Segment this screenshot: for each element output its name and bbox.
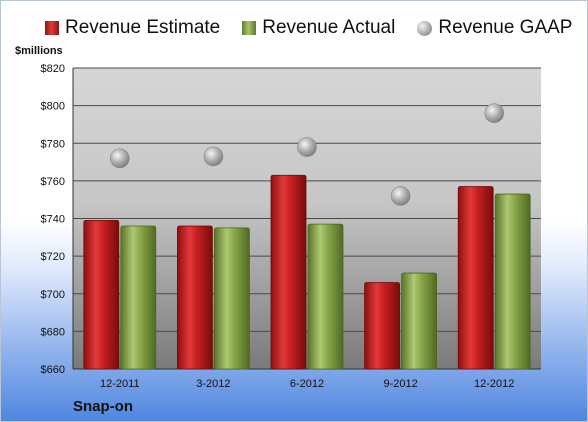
company-name: Snap-on (73, 398, 133, 415)
bar-revenue-actual (120, 225, 157, 370)
y-tick-label: $780 (41, 138, 65, 150)
legend-label-estimate: Revenue Estimate (65, 17, 221, 38)
legend-item-estimate: Revenue Estimate (45, 17, 220, 39)
y-axis-unit-label: $millions (15, 45, 63, 57)
x-tick-label: 9-2012 (383, 378, 417, 390)
y-tick-label: $720 (41, 251, 65, 263)
y-tick-label: $680 (41, 326, 65, 338)
x-tick-label: 12-2012 (474, 378, 514, 390)
bar-revenue-estimate (270, 174, 307, 370)
x-tick-label: 6-2012 (290, 378, 324, 390)
y-tick-label: $820 (41, 63, 65, 75)
y-tick-label: $760 (41, 176, 65, 188)
bar-revenue-estimate (457, 186, 494, 370)
legend-swatch-estimate (45, 21, 59, 35)
legend: Revenue Estimate Revenue Actual Revenue … (45, 17, 588, 39)
y-tick-label: $660 (41, 364, 65, 376)
bar-revenue-actual (307, 223, 344, 370)
bar-revenue-actual (213, 227, 250, 370)
y-tick-label: $800 (41, 101, 65, 113)
bar-revenue-estimate (83, 219, 120, 370)
legend-item-actual: Revenue Actual (242, 17, 395, 39)
point-revenue-gaap (110, 148, 130, 169)
legend-swatch-gaap (417, 20, 433, 36)
point-revenue-gaap (203, 146, 224, 167)
bar-revenue-actual (401, 272, 438, 370)
legend-swatch-actual (242, 21, 257, 35)
point-revenue-gaap (484, 103, 505, 123)
point-revenue-gaap (297, 137, 317, 157)
bar-revenue-estimate (364, 282, 401, 370)
legend-label-actual: Revenue Actual (262, 17, 396, 38)
legend-item-gaap: Revenue GAAP (417, 17, 572, 39)
y-tick-label: $700 (41, 289, 65, 301)
x-tick-label: 12-2011 (100, 378, 140, 390)
point-revenue-gaap (390, 186, 411, 206)
x-tick-label: 3-2012 (196, 378, 230, 390)
bar-revenue-actual (494, 193, 531, 370)
bar-revenue-estimate (176, 225, 213, 370)
y-tick-label: $740 (41, 214, 65, 226)
legend-label-gaap: Revenue GAAP (438, 17, 573, 38)
